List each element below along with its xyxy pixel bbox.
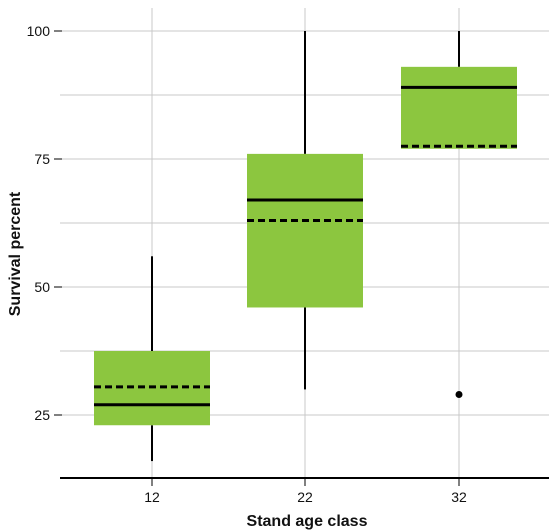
x-tick-label: 12 (144, 489, 160, 505)
y-tick-label: 25 (34, 407, 50, 423)
x-tick-label: 22 (297, 489, 313, 505)
y-tick-label: 50 (34, 279, 50, 295)
y-axis-title: Survival percent (7, 191, 24, 316)
y-axis-ticks: 25 50 75 100 (27, 23, 62, 423)
y-tick-label: 100 (27, 23, 51, 39)
iqr-box (247, 153, 363, 308)
outlier-point (455, 391, 463, 399)
iqr-box (401, 66, 517, 149)
box-group (401, 31, 517, 399)
box-plot-series (94, 31, 517, 462)
x-axis-ticks: 12 22 32 (144, 478, 467, 505)
x-tick-label: 32 (451, 489, 467, 505)
y-tick-label: 75 (34, 151, 50, 167)
box-group (94, 256, 210, 462)
box-group (247, 31, 363, 390)
x-axis-title: Stand age class (247, 513, 368, 530)
